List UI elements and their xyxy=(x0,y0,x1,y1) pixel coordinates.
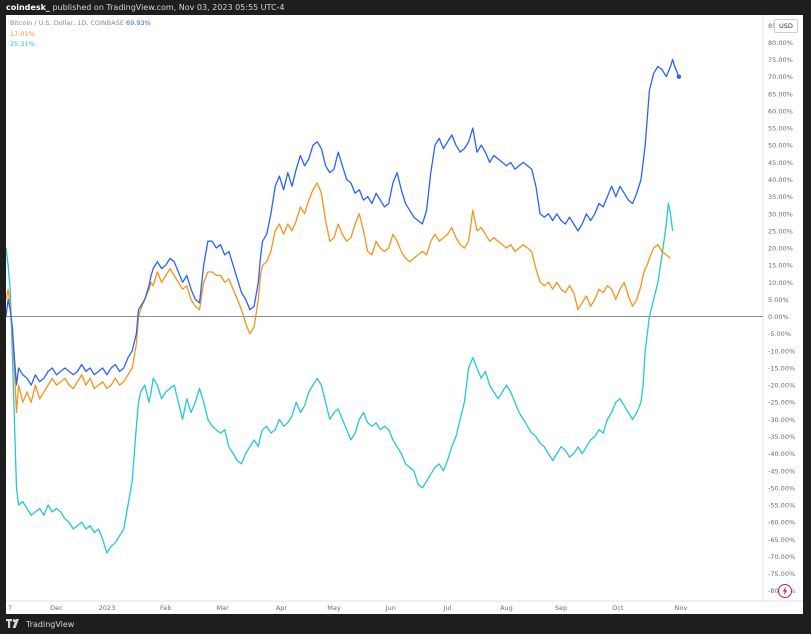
x-tick-label: Apr xyxy=(276,604,288,612)
y-tick-label: 25.00% xyxy=(768,227,793,235)
y-tick-label: -40.00% xyxy=(768,450,795,458)
y-tick-label: -5.00% xyxy=(768,330,791,338)
y-tick-label: 80.00% xyxy=(768,39,793,47)
x-tick-label: Nov xyxy=(675,604,688,612)
cyan-series-line xyxy=(6,202,674,554)
y-tick-label: 35.00% xyxy=(768,193,793,201)
y-tick-label: 45.00% xyxy=(768,159,793,167)
btc-last-point xyxy=(676,74,682,79)
y-tick-label: 55.00% xyxy=(768,125,793,133)
legend-row-btc[interactable]: Bitcoin / U.S. Dollar, 1D, COINBASE 69.9… xyxy=(10,18,151,29)
x-tick-label: Mar xyxy=(216,604,229,612)
y-tick-label: 15.00% xyxy=(768,262,793,270)
legend-orange-value: 17.01% xyxy=(10,29,35,38)
y-tick-label: 50.00% xyxy=(768,142,793,150)
legend-row-orange[interactable]: 17.01% xyxy=(10,29,151,40)
author-name[interactable]: coindesk_ xyxy=(6,3,50,12)
y-tick-label: -70.00% xyxy=(768,553,795,561)
orange-series-line xyxy=(6,182,671,414)
x-tick-label: May xyxy=(327,604,341,612)
publication-info: published on TradingView.com, Nov 03, 20… xyxy=(52,3,285,12)
btc-series-line xyxy=(6,58,680,386)
y-tick-label: 75.00% xyxy=(768,56,793,64)
footer-branding: TradingView xyxy=(6,617,74,631)
lightning-bolt-icon[interactable] xyxy=(778,584,792,598)
x-tick-label: Dec xyxy=(50,604,63,612)
y-tick-label: 20.00% xyxy=(768,245,793,253)
x-tick-label: Oct xyxy=(612,604,624,612)
x-tick-label: Jul xyxy=(443,604,452,612)
legend-cyan-value: 25.31% xyxy=(10,40,35,48)
y-tick-label: 60.00% xyxy=(768,107,793,115)
y-tick-label: -50.00% xyxy=(768,484,795,492)
x-tick-label: Jun xyxy=(385,604,396,612)
y-tick-label: -20.00% xyxy=(768,382,795,390)
x-tick-label: 7 xyxy=(8,604,12,612)
chart-area[interactable]: 85.00%80.00%75.00%70.00%65.00%60.00%55.0… xyxy=(6,15,803,614)
y-tick-label: -25.00% xyxy=(768,399,795,407)
currency-button[interactable]: USD xyxy=(774,19,798,33)
y-tick-label: -35.00% xyxy=(768,433,795,441)
legend-row-cyan[interactable]: 25.31% xyxy=(10,39,151,50)
plot-background xyxy=(6,15,763,601)
publication-header: coindesk_ published on TradingView.com, … xyxy=(6,3,285,15)
y-tick-label: -65.00% xyxy=(768,536,795,544)
x-tick-label: Sep xyxy=(555,604,567,612)
y-tick-label: 10.00% xyxy=(768,279,793,287)
y-tick-label: 30.00% xyxy=(768,210,793,218)
y-tick-label: 70.00% xyxy=(768,73,793,81)
tradingview-logo-icon[interactable] xyxy=(6,618,22,630)
tradingview-brand[interactable]: TradingView xyxy=(26,619,75,629)
y-tick-label: -10.00% xyxy=(768,347,795,355)
y-tick-label: -55.00% xyxy=(768,502,795,510)
y-tick-label: 5.00% xyxy=(768,296,789,304)
right-edge xyxy=(803,15,811,614)
chart-legend: Bitcoin / U.S. Dollar, 1D, COINBASE 69.9… xyxy=(10,18,151,50)
y-tick-label: -60.00% xyxy=(768,519,795,527)
y-tick-label: -45.00% xyxy=(768,467,795,475)
y-tick-label: 0.00% xyxy=(768,313,789,321)
y-tick-label: -30.00% xyxy=(768,416,795,424)
x-tick-label: Aug xyxy=(500,604,513,612)
y-tick-label: 40.00% xyxy=(768,176,793,184)
price-comparison-chart[interactable]: 85.00%80.00%75.00%70.00%65.00%60.00%55.0… xyxy=(6,15,803,614)
x-tick-label: 2023 xyxy=(99,604,116,612)
y-tick-label: -15.00% xyxy=(768,364,795,372)
y-tick-label: -75.00% xyxy=(768,570,795,578)
legend-symbol: Bitcoin / U.S. Dollar, 1D, COINBASE xyxy=(10,19,124,27)
x-tick-label: Feb xyxy=(160,604,172,612)
y-tick-label: 65.00% xyxy=(768,90,793,98)
legend-btc-value: 69.93% xyxy=(126,19,151,27)
